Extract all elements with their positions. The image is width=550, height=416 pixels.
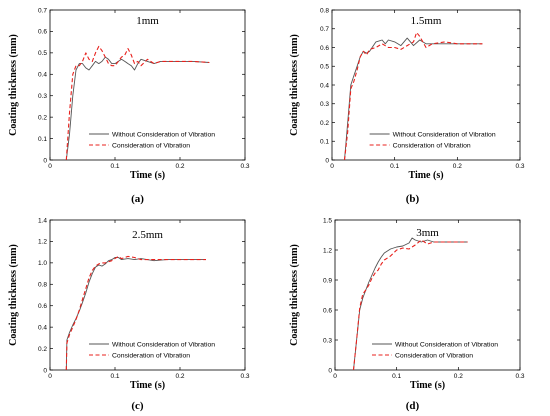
legend-label-d-1: Without Consideration of Vibration: [395, 341, 498, 348]
caption-c: (c): [0, 400, 275, 412]
series-line-d-1: [353, 237, 468, 371]
x-tick-label-c: 0: [48, 373, 52, 380]
x-tick-label-a: 0.2: [175, 163, 184, 170]
series-line-a-1: [65, 56, 210, 161]
y-tick-label-a: 0.3: [38, 93, 47, 100]
y-tick-label-b: 0.8: [320, 7, 329, 14]
y-tick-label-b: 0.3: [320, 101, 329, 108]
y-tick-label-a: 0.4: [38, 72, 47, 79]
chart-panel-c: 0 0.1 0.2 0.3 0 0.2 0.4 0.6 0.8 1.0 1.2 1.4 2.5mm Tim…: [0, 208, 275, 416]
y-tick-label-b: 0.4: [320, 82, 329, 89]
x-tick-label-a: 0.1: [110, 163, 119, 170]
chart-b: 0 0.1 0.2 0.3 0 0.1 0.2 0.3 0.4 0.5 0.6 0.7 0.8 1.5mm…: [289, 7, 525, 181]
x-tick-label-b: 0.3: [515, 163, 524, 170]
y-tick-label-c: 0.2: [38, 346, 47, 353]
x-tick-label-c: 0.3: [240, 373, 249, 380]
y-tick-label-d: 0.6: [323, 307, 332, 314]
plot-frame-a: [49, 9, 246, 161]
x-tick-label-b: 0.1: [390, 163, 399, 170]
x-tick-label-d: 0.2: [454, 373, 463, 380]
y-tick-label-d: 0.9: [323, 277, 332, 284]
x-tick-label-a: 0: [48, 163, 52, 170]
series-line-b-2: [343, 31, 483, 161]
y-tick-label-d: 0.3: [323, 337, 332, 344]
x-axis-label-b: Time (s): [408, 170, 443, 181]
x-tick-label-d: 0: [333, 373, 337, 380]
y-tick-label-a: 0.1: [38, 136, 47, 143]
chart-panel-a: 0 0.1 0.2 0.3 0 0.1 0.2 0.3 0.4 0.5 0.6 0.7 1mm Time …: [0, 0, 275, 208]
y-tick-label-a: 0.7: [38, 7, 47, 14]
plot-frame-d: [334, 219, 521, 371]
legend-label-c-2: Consideration of Vibration: [112, 352, 190, 359]
chart-panel-d: 0 0.1 0.2 0.3 0 0.3 0.6 0.9 1.2 1.5 3mm Time (s) Coa…: [275, 208, 550, 416]
y-tick-label-d: 1.2: [323, 247, 332, 254]
x-tick-label-d: 0.1: [392, 373, 401, 380]
legend-label-b-1: Without Consideration of Vibration: [393, 131, 496, 138]
chart-d: 0 0.1 0.2 0.3 0 0.3 0.6 0.9 1.2 1.5 3mm Time (s) Coa…: [289, 217, 525, 391]
y-tick-label-d: 1.5: [323, 217, 332, 224]
y-tick-label-c: 1.2: [38, 239, 47, 246]
plot-frame-c: [49, 219, 246, 371]
x-tick-label-c: 0.1: [110, 373, 119, 380]
x-tick-label-c: 0.2: [175, 373, 184, 380]
legend-label-a-1: Without Consideration of Vibration: [112, 131, 215, 138]
y-tick-label-b: 0: [325, 157, 329, 164]
x-axis-label-c: Time (s): [130, 380, 165, 391]
y-tick-label-b: 0.5: [320, 64, 329, 71]
legend-label-c-1: Without Consideration of Vibration: [112, 341, 215, 348]
chart-title-a: 1mm: [136, 15, 159, 27]
x-tick-label-b: 0: [330, 163, 334, 170]
caption-c-text: (c): [131, 400, 144, 412]
y-tick-label-c: 1.0: [38, 260, 47, 267]
legend-label-b-2: Consideration of Vibration: [393, 142, 471, 149]
x-axis-label-d: Time (s): [410, 380, 445, 391]
y-tick-label-c: 0.4: [38, 324, 47, 331]
caption-d-text: (d): [405, 400, 420, 412]
y-tick-label-a: 0.6: [38, 29, 47, 36]
y-tick-label-d: 0: [328, 367, 332, 374]
chart-title-c: 2.5mm: [132, 229, 163, 241]
y-axis-label-d: Coating thickness (mm): [289, 244, 300, 346]
legend-label-d-2: Consideration of Vibration: [395, 352, 473, 359]
x-tick-label-b: 0.2: [453, 163, 462, 170]
y-tick-label-c: 1.4: [38, 217, 47, 224]
chart-title-b: 1.5mm: [411, 15, 442, 27]
y-tick-label-c: 0: [43, 367, 47, 374]
x-tick-label-d: 0.3: [515, 373, 524, 380]
caption-b: (b): [275, 193, 550, 205]
y-tick-label-b: 0.7: [320, 26, 329, 33]
y-tick-label-a: 0.2: [38, 114, 47, 121]
y-tick-label-a: 0: [43, 157, 47, 164]
y-tick-label-c: 0.8: [38, 282, 47, 289]
caption-a: (a): [0, 193, 275, 205]
chart-title-d: 3mm: [416, 227, 439, 239]
y-tick-label-b: 0.1: [320, 139, 329, 146]
caption-a-text: (a): [131, 193, 144, 205]
chart-c: 0 0.1 0.2 0.3 0 0.2 0.4 0.6 0.8 1.0 1.2 1.4 2.5mm Tim…: [8, 217, 250, 391]
x-tick-label-a: 0.3: [240, 163, 249, 170]
y-tick-label-b: 0.2: [320, 120, 329, 127]
chart-panel-b: 0 0.1 0.2 0.3 0 0.1 0.2 0.3 0.4 0.5 0.6 0.7 0.8 1.5mm…: [275, 0, 550, 208]
series-line-d-2: [352, 239, 468, 371]
caption-b-text: (b): [405, 193, 420, 205]
chart-a: 0 0.1 0.2 0.3 0 0.1 0.2 0.3 0.4 0.5 0.6 0.7 1mm Time …: [8, 7, 250, 181]
y-axis-label-a: Coating thickness (mm): [8, 34, 19, 136]
y-tick-label-b: 0.6: [320, 45, 329, 52]
caption-d: (d): [275, 400, 550, 412]
legend-label-a-2: Consideration of Vibration: [112, 142, 190, 149]
x-axis-label-a: Time (s): [130, 170, 165, 181]
y-tick-label-c: 0.6: [38, 303, 47, 310]
y-axis-label-c: Coating thickness (mm): [8, 244, 19, 346]
y-axis-label-b: Coating thickness (mm): [289, 34, 300, 136]
y-tick-label-a: 0.5: [38, 50, 47, 57]
series-line-c-2: [65, 255, 206, 371]
